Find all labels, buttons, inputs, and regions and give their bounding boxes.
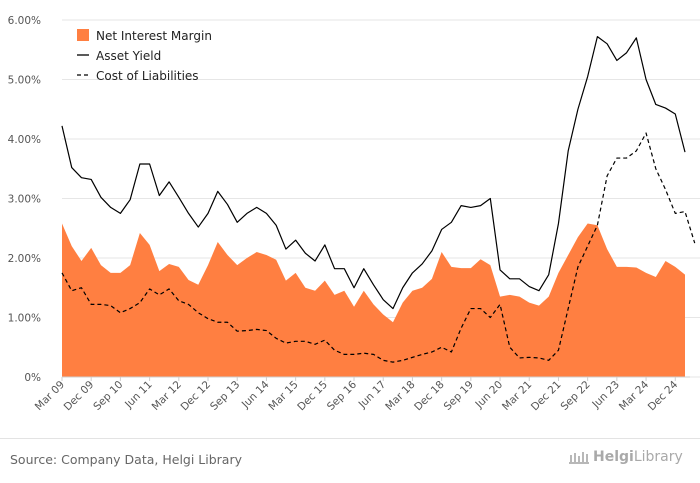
x-tick-label: Mar 21	[500, 379, 534, 413]
x-tick-label: Mar 18	[383, 379, 417, 413]
series-cost-of-liabilities-line	[61, 132, 696, 363]
x-tick-label: Dec 09	[62, 379, 97, 414]
chart: 0% 1.00% 2.00% 3.00% 4.00% 5.00% 6.00% Mar 09D…	[8, 15, 700, 414]
y-tick-label: 5.00%	[8, 75, 41, 87]
x-tick-label: Dec 12	[178, 379, 213, 414]
y-axis: 0% 1.00% 2.00% 3.00% 4.00% 5.00% 6.00%	[8, 15, 41, 384]
plot-area	[61, 36, 696, 377]
series-net-interest-margin-area	[62, 223, 685, 377]
x-tick-label: Sep 19	[442, 379, 476, 413]
x-tick-label: Sep 10	[91, 379, 125, 413]
x-tick-label: Dec 15	[295, 379, 330, 414]
library-building-icon	[569, 452, 589, 464]
helgi-library-logo[interactable]: Helgi Library	[568, 449, 683, 465]
logo-text-helgi: Helgi	[593, 449, 634, 465]
legend-label-cost-of-liabilities: Cost of Liabilities	[96, 69, 199, 83]
x-tick-label: Sep 13	[208, 379, 242, 413]
x-tick-label: Mar 15	[266, 379, 300, 413]
legend-label-asset-yield: Asset Yield	[96, 49, 161, 63]
x-tick-label: Jun 11	[122, 379, 155, 412]
y-tick-label: 2.00%	[8, 253, 41, 265]
y-tick-label: 0%	[24, 372, 41, 384]
x-tick-label: Dec 21	[529, 379, 564, 414]
y-tick-label: 6.00%	[8, 15, 41, 27]
x-tick-label: Jun 23	[589, 379, 622, 412]
logo-text-library: Library	[633, 449, 683, 465]
x-tick-label: Jun 14	[239, 378, 272, 411]
y-tick-label: 4.00%	[8, 134, 41, 146]
x-tick-label: Jun 20	[473, 379, 506, 412]
x-tick-label: Sep 22	[558, 379, 592, 413]
footer-divider	[0, 438, 700, 439]
legend-label-net-interest-margin: Net Interest Margin	[96, 29, 212, 43]
x-tick-label: Jun 17	[356, 379, 389, 412]
x-tick-label: Dec 24	[646, 378, 681, 413]
source-note: Source: Company Data, Helgi Library	[10, 452, 243, 467]
x-tick-label: Mar 24	[617, 378, 652, 413]
legend: Net Interest Margin Asset Yield Cost of …	[77, 29, 212, 83]
series-asset-yield-line	[61, 36, 686, 310]
legend-swatch-net-interest-margin	[77, 29, 89, 41]
x-tick-label: Dec 18	[412, 379, 447, 414]
x-tick-label: Sep 16	[325, 378, 360, 413]
y-tick-label: 3.00%	[8, 194, 41, 206]
x-tick-label: Mar 12	[150, 379, 184, 413]
y-tick-label: 1.00%	[8, 313, 41, 325]
